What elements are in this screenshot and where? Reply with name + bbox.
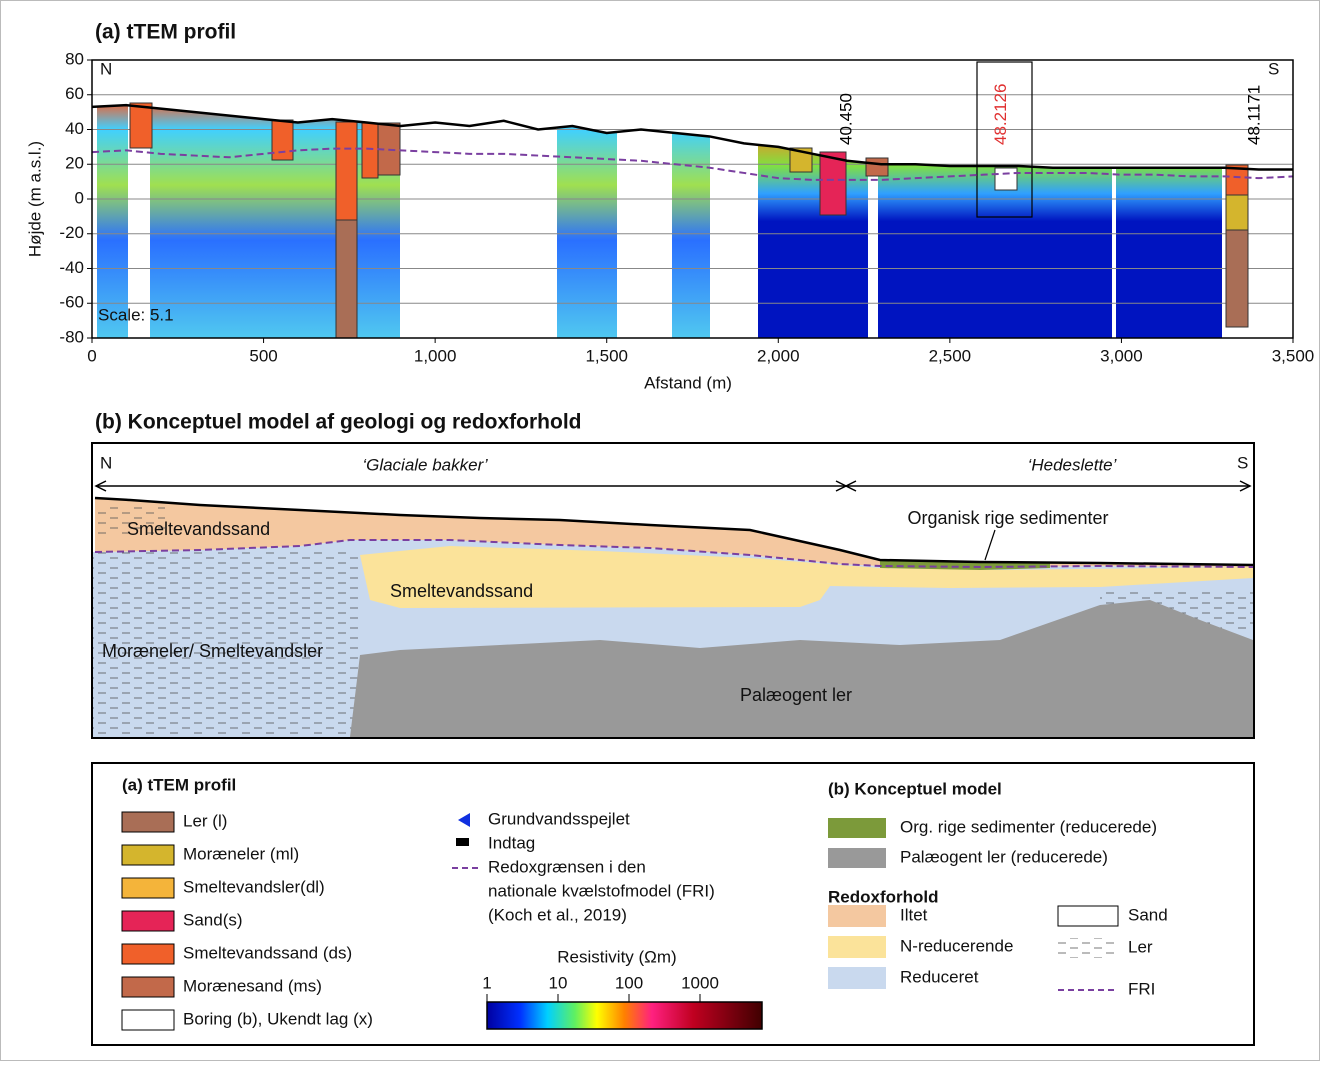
legend-label: Redoxgrænsen i den xyxy=(488,857,646,876)
panel-a-title: (a) tTEM profil xyxy=(95,21,236,44)
legend-label: Smeltevandsler(dl) xyxy=(183,877,325,896)
y-tick-label: 60 xyxy=(65,84,84,103)
intake-symbol xyxy=(456,838,469,846)
unit-label: Smeltevandssand xyxy=(390,581,533,601)
unit-label: Organisk rige sedimenter xyxy=(907,508,1108,528)
legend-swatch xyxy=(122,812,174,832)
y-tick-label: 20 xyxy=(65,154,84,173)
legend-label: N-reducerende xyxy=(900,936,1013,955)
legend-swatch xyxy=(828,967,886,989)
legend: (a) tTEM profil Grundvandsspejlet Indtag… xyxy=(92,763,1254,1045)
legend-swatch xyxy=(828,818,886,838)
x-tick-label: 1,000 xyxy=(414,346,457,365)
colorbar-title: Resistivity (Ωm) xyxy=(557,947,676,966)
borehole-column xyxy=(336,122,357,220)
x-tick-label: 3,500 xyxy=(1272,346,1315,365)
legend-label: Reduceret xyxy=(900,967,979,986)
x-tick-label: 500 xyxy=(249,346,277,365)
scale-label: Scale: 5.1 xyxy=(98,305,174,324)
colorbar-tick-label: 1000 xyxy=(681,973,719,992)
legend-swatch xyxy=(122,1010,174,1030)
legend-label: Indtag xyxy=(488,833,535,852)
legend-swatch xyxy=(828,848,886,868)
colorbar-tick-label: 100 xyxy=(615,973,643,992)
south-label: S xyxy=(1268,59,1279,78)
x-tick-label: 0 xyxy=(87,346,96,365)
borehole-label: 48.1171 xyxy=(1245,85,1264,145)
legend-swatch xyxy=(828,936,886,958)
legend-label: Boring (b), Ukendt lag (x) xyxy=(183,1009,373,1028)
legend-label: (Koch et al., 2019) xyxy=(488,905,627,924)
region-label: ‘Hedeslette’ xyxy=(1028,455,1117,474)
legend-title: (a) tTEM profil xyxy=(122,775,236,794)
sand-symbol xyxy=(1058,906,1118,926)
legend-label: Ler (l) xyxy=(183,811,227,830)
legend-label: Morænesand (ms) xyxy=(183,976,322,995)
legend-label: Grundvandsspejlet xyxy=(488,809,630,828)
legend-label: Ler xyxy=(1128,937,1153,956)
legend-label: Sand(s) xyxy=(183,910,243,929)
unit-label: Palæogent ler xyxy=(740,685,852,705)
legend-swatch xyxy=(122,878,174,898)
borehole-column xyxy=(995,168,1017,190)
borehole-label: 40.450 xyxy=(836,93,855,145)
x-tick-label: 1,500 xyxy=(585,346,628,365)
unit-label: Smeltevandssand xyxy=(127,519,270,539)
legend-label: Moræneler (ml) xyxy=(183,844,299,863)
figure: (a) tTEM profil Afstand (m) Højde (m a.s… xyxy=(0,0,1320,1061)
borehole-column xyxy=(866,158,888,176)
legend-label: FRI xyxy=(1128,979,1155,998)
x-tick-label: 2,000 xyxy=(757,346,800,365)
legend-title: (b) Konceptuel model xyxy=(828,779,1002,798)
legend-title: Redoxforhold xyxy=(828,887,939,906)
colorbar-tick-label: 10 xyxy=(549,973,568,992)
legend-label: Palæogent ler (reducerede) xyxy=(900,847,1108,866)
borehole-column xyxy=(336,220,357,338)
x-axis-label: Afstand (m) xyxy=(644,373,732,392)
borehole-column xyxy=(362,123,378,178)
legend-swatch xyxy=(122,977,174,997)
legend-swatch xyxy=(122,944,174,964)
legend-swatch xyxy=(122,845,174,865)
panel-b-title: (b) Konceptuel model af geologi og redox… xyxy=(95,411,582,434)
borehole-column xyxy=(1226,230,1248,327)
colorbar-tick-label: 1 xyxy=(482,973,491,992)
region-label: ‘Glaciale bakker’ xyxy=(362,455,488,474)
y-tick-label: -20 xyxy=(59,223,84,242)
y-tick-label: 40 xyxy=(65,119,84,138)
legend-label: Org. rige sedimenter (reducerede) xyxy=(900,817,1157,836)
y-tick-label: -60 xyxy=(59,293,84,312)
north-label: N xyxy=(100,453,112,472)
x-tick-label: 3,000 xyxy=(1100,346,1143,365)
y-tick-label: -40 xyxy=(59,258,84,277)
concept-diagram: N S ‘Glaciale bakker’ ‘Hedeslette’ Smelt… xyxy=(92,443,1254,738)
legend-swatch xyxy=(122,911,174,931)
borehole-label: 48.2126 xyxy=(991,84,1010,145)
y-tick-label: -80 xyxy=(59,327,84,346)
borehole-column xyxy=(130,103,152,148)
legend-label: Iltet xyxy=(900,905,928,924)
borehole-column xyxy=(272,120,293,160)
y-tick-label: 80 xyxy=(65,49,84,68)
legend-swatch xyxy=(828,905,886,927)
clay-symbol xyxy=(1058,938,1118,958)
north-label: N xyxy=(100,59,112,78)
legend-label: nationale kvælstofmodel (FRI) xyxy=(488,881,715,900)
y-axis-label: Højde (m a.s.l.) xyxy=(25,141,44,257)
legend-label: Smeltevandssand (ds) xyxy=(183,943,352,962)
y-tick-label: 0 xyxy=(75,188,84,207)
colorbar xyxy=(487,1002,762,1029)
unit-label: Moræneler/ Smeltevandsler xyxy=(102,641,323,661)
borehole-column xyxy=(1226,195,1248,230)
borehole-column xyxy=(820,152,846,215)
south-label: S xyxy=(1237,453,1248,472)
legend-label: Sand xyxy=(1128,905,1168,924)
x-tick-label: 2,500 xyxy=(929,346,972,365)
